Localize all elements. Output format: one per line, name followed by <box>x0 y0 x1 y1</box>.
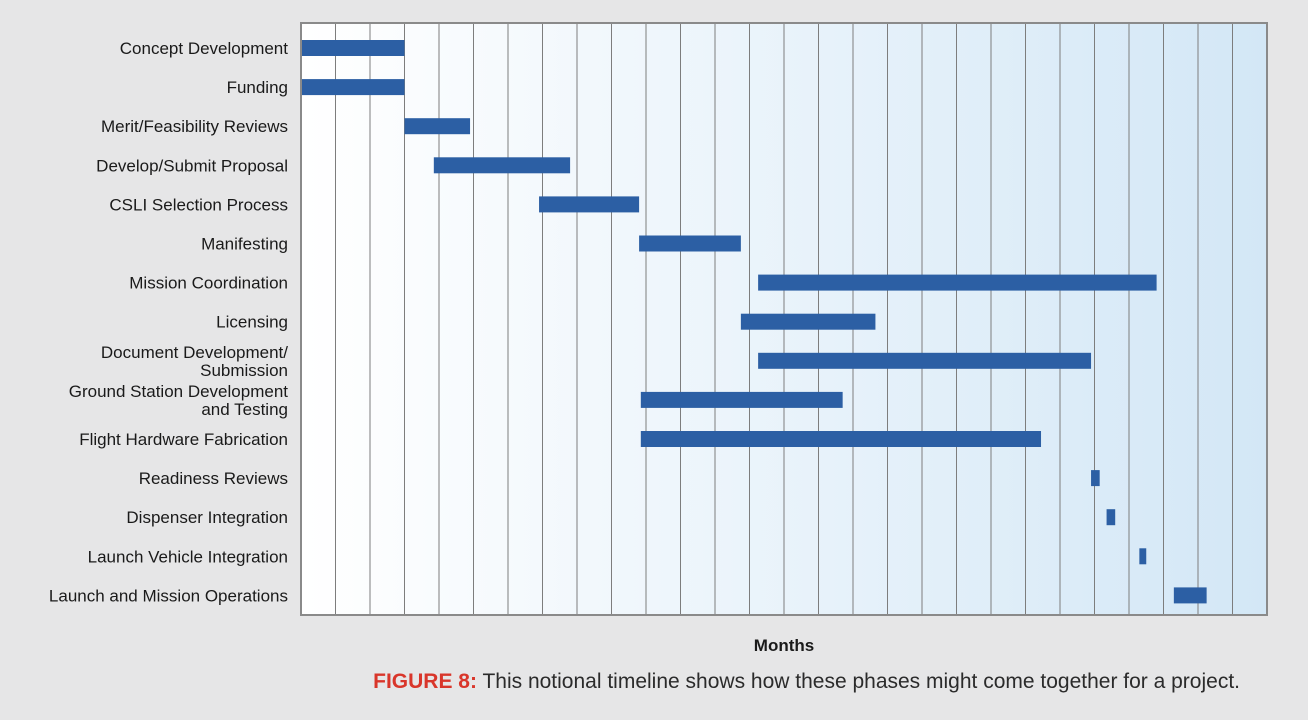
task-label: CSLI Selection Process <box>109 195 288 214</box>
task-label: Licensing <box>216 313 288 332</box>
task-label: Merit/Feasibility Reviews <box>101 117 288 136</box>
task-label: Mission Coordination <box>129 274 288 293</box>
task-label: Ground Station Development and Testing <box>69 382 289 419</box>
task-label: Dispenser Integration <box>126 508 288 527</box>
task-label: Document Development/Submission <box>101 343 288 380</box>
task-label: Launch and Mission Operations <box>49 586 288 605</box>
task-bar <box>301 79 405 96</box>
task-bar <box>758 274 1157 291</box>
figure-caption: FIGURE 8: This notional timeline shows h… <box>0 670 1240 694</box>
caption-prefix: FIGURE 8: <box>373 670 477 693</box>
task-label: Develop/Submit Proposal <box>96 156 288 175</box>
task-label: Flight Hardware Fabrication <box>79 430 288 449</box>
task-label: Concept Development <box>120 39 288 58</box>
task-bar <box>1106 509 1116 526</box>
plot-frame <box>300 22 1268 616</box>
task-bars <box>301 40 1207 604</box>
task-bar <box>539 196 640 213</box>
task-bar <box>433 157 571 174</box>
task-bar <box>1139 548 1147 565</box>
task-label: Launch Vehicle Integration <box>88 547 288 566</box>
task-bar <box>404 118 471 135</box>
task-label: Manifesting <box>201 235 288 254</box>
x-axis-label: Months <box>754 636 814 655</box>
task-bar <box>640 391 843 408</box>
task-bar <box>758 352 1092 369</box>
task-bar <box>740 313 876 330</box>
task-label: Readiness Reviews <box>139 469 288 488</box>
task-bar <box>639 235 741 252</box>
task-labels: Concept Development Funding Merit/Feasibil… <box>49 39 288 605</box>
gantt-chart: Concept Development Funding Merit/Feasibil… <box>49 22 1268 655</box>
task-bar <box>1091 470 1100 487</box>
task-label: Funding <box>227 78 288 97</box>
task-bar <box>1173 587 1207 604</box>
task-bar <box>640 431 1042 447</box>
task-bar <box>301 40 405 56</box>
caption-text: This notional timeline shows how these p… <box>476 670 1240 693</box>
